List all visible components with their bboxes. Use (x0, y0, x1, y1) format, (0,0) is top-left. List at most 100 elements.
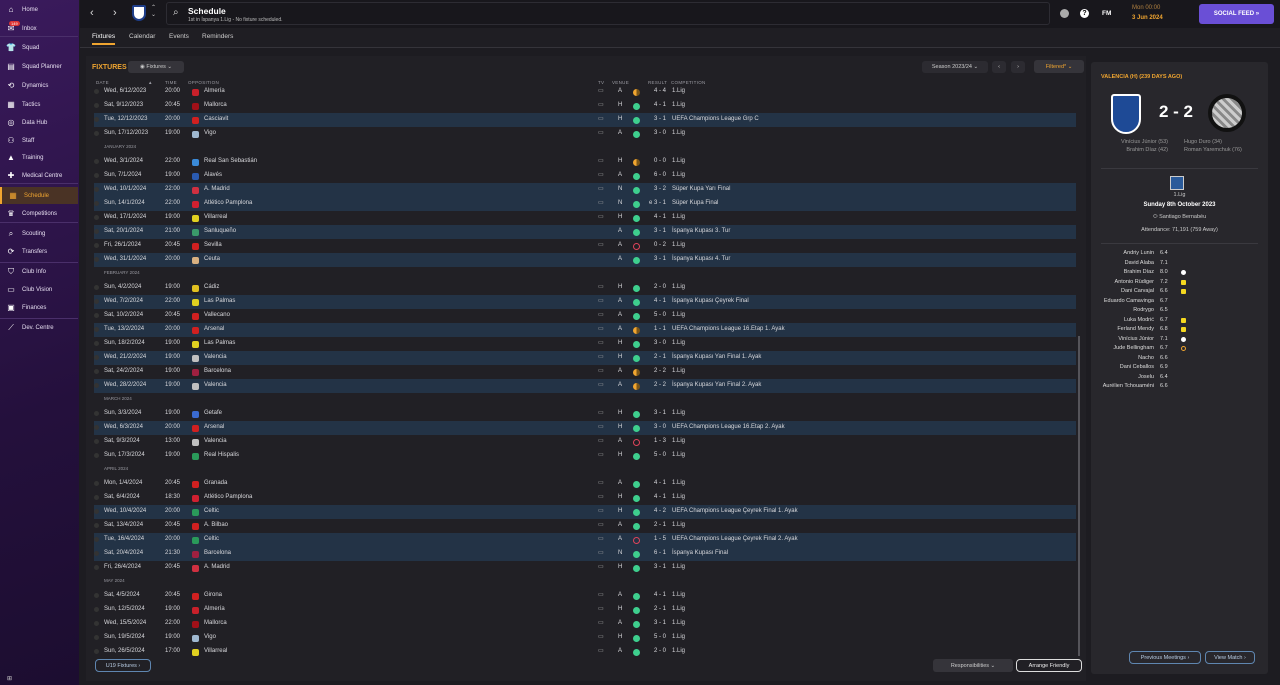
fixture-row[interactable]: Sun, 4/2/2024 19:00 Cádiz ▭ H 2 - 0 1.Li… (94, 281, 1076, 295)
fixture-row[interactable]: Sat, 20/4/2024 21:30 Barcelona ▭ N 6 - 1… (94, 547, 1076, 561)
opposition-name[interactable]: Celtic (204, 508, 220, 514)
select-radio[interactable] (94, 509, 99, 514)
fixture-row[interactable]: Wed, 21/2/2024 19:00 Valencia ▭ H 2 - 1 … (94, 351, 1076, 365)
result-score[interactable]: 3 - 0 (653, 424, 666, 430)
select-radio[interactable] (94, 173, 99, 178)
select-radio[interactable] (94, 621, 99, 626)
select-radio[interactable] (94, 635, 99, 640)
tab-fixtures[interactable]: Fixtures (92, 33, 116, 45)
opposition-name[interactable]: A. Bilbao (204, 522, 229, 528)
opposition-name[interactable]: Mallorca (204, 620, 227, 626)
player-rating-row[interactable]: Ferland Mendy 6.8 (1091, 326, 1268, 336)
opposition-name[interactable]: Celtic (204, 536, 220, 542)
result-score[interactable]: 4 - 4 (653, 88, 666, 94)
social-feed-button[interactable]: SOCIAL FEED » (1199, 4, 1274, 24)
club-crest-icon[interactable] (132, 5, 146, 21)
col-venue[interactable]: VENUE (612, 80, 630, 85)
tab-reminders[interactable]: Reminders (202, 33, 234, 40)
competition[interactable]: 1.Lig (672, 312, 686, 318)
opposition-name[interactable]: Valencia (204, 382, 227, 388)
fixture-row[interactable]: Sat, 9/3/2024 13:00 Valencia ▭ A 1 - 3 1… (94, 435, 1076, 449)
player-rating-row[interactable]: Dani Ceballos 6.9 (1091, 364, 1268, 374)
fixture-row[interactable]: Sun, 17/12/2023 19:00 Vigo ▭ A 3 - 0 1.L… (94, 127, 1076, 141)
competition[interactable]: İspanya Kupası Yarı Final 1. Ayak (672, 354, 762, 360)
fixture-row[interactable]: Wed, 6/3/2024 20:00 Arsenal ▭ H 3 - 0 UE… (94, 421, 1076, 435)
select-radio[interactable] (94, 649, 99, 654)
select-radio[interactable] (94, 551, 99, 556)
result-score[interactable]: 1 - 3 (653, 438, 666, 444)
result-score[interactable]: 3 - 1 (653, 116, 666, 122)
result-score[interactable]: 2 - 2 (653, 382, 666, 388)
fixture-row[interactable]: Wed, 28/2/2024 19:00 Valencia ▭ A 2 - 2 … (94, 379, 1076, 393)
result-score[interactable]: 4 - 1 (653, 298, 666, 304)
help-icon[interactable]: ? (1080, 9, 1089, 18)
competition[interactable]: İspanya Kupası Yarı Final 2. Ayak (672, 382, 762, 388)
col-time[interactable]: TIME (165, 80, 177, 85)
fixture-row[interactable]: Sun, 19/5/2024 19:00 Vigo ▭ H 5 - 0 1.Li… (94, 631, 1076, 645)
competition[interactable]: 1.Lig (672, 130, 686, 136)
result-score[interactable]: 2 - 0 (653, 284, 666, 290)
opposition-name[interactable]: Granada (204, 480, 228, 486)
opposition-name[interactable]: Villarreal (204, 214, 228, 220)
sidebar-item-schedule[interactable]: ▦ Schedule (0, 187, 78, 204)
opposition-name[interactable]: Las Palmas (204, 340, 236, 346)
competition[interactable]: 1.Lig (672, 88, 686, 94)
competition[interactable]: 1.Lig (672, 410, 686, 416)
fixture-row[interactable]: Wed, 3/1/2024 22:00 Real San Sebastián ▭… (94, 155, 1076, 169)
previous-meetings-button[interactable]: Previous Meetings › (1129, 651, 1201, 664)
select-radio[interactable] (94, 341, 99, 346)
sidebar-item-competitions[interactable]: ♛ Competitions (0, 205, 78, 222)
competition[interactable]: İspanya Kupası Çeyrek Final (672, 298, 749, 304)
player-rating-row[interactable]: Rodrygo 6.5 (1091, 307, 1268, 317)
season-dropdown[interactable]: Season 2023/24 ⌄ (922, 61, 988, 73)
fixture-row[interactable]: Sun, 3/3/2024 19:00 Getafe ▭ H 3 - 1 1.L… (94, 407, 1076, 421)
fixture-row[interactable]: Wed, 10/4/2024 20:00 Celtic ▭ H 4 - 2 UE… (94, 505, 1076, 519)
sidebar-item-club-vision[interactable]: ▭ Club Vision (0, 281, 78, 298)
competition[interactable]: UEFA Champions League Çeyrek Final 2. Ay… (672, 536, 798, 542)
result-score[interactable]: 3 - 1 (653, 410, 666, 416)
competition[interactable]: 1.Lig (672, 284, 686, 290)
fixture-row[interactable]: Sun, 26/5/2024 17:00 Villarreal ▭ A 2 - … (94, 645, 1076, 659)
competition[interactable]: 1.Lig (672, 634, 686, 640)
competition[interactable]: UEFA Champions League 16.Etap 2. Ayak (672, 424, 785, 430)
result-score[interactable]: 2 - 2 (653, 368, 666, 374)
opposition-name[interactable]: Barcelona (204, 550, 232, 556)
select-radio[interactable] (94, 425, 99, 430)
scrollbar[interactable] (1078, 336, 1080, 656)
fm-menu-button[interactable]: FM (1102, 10, 1112, 17)
opposition-name[interactable]: Villarreal (204, 648, 228, 654)
fixture-row[interactable]: Sat, 9/12/2023 20:45 Mallorca ▭ H 4 - 1 … (94, 99, 1076, 113)
select-radio[interactable] (94, 243, 99, 248)
opposition-name[interactable]: Barcelona (204, 368, 232, 374)
competition[interactable]: 1.Lig (672, 494, 686, 500)
result-score[interactable]: 4 - 1 (653, 494, 666, 500)
col-opposition[interactable]: OPPOSITION (188, 80, 220, 85)
result-score[interactable]: 2 - 1 (653, 522, 666, 528)
competition[interactable]: 1.Lig (672, 606, 686, 612)
fixture-row[interactable]: Sat, 20/1/2024 21:00 Sanluqueño A 3 - 1 … (94, 225, 1076, 239)
next-season-button[interactable]: › (1011, 61, 1025, 73)
select-radio[interactable] (94, 593, 99, 598)
player-rating-row[interactable]: David Alaba 7.1 (1091, 260, 1268, 270)
player-rating-row[interactable]: Antonio Rüdiger 7.2 (1091, 279, 1268, 289)
fixture-row[interactable]: Fri, 26/1/2024 20:45 Sevilla ▭ A 0 - 2 1… (94, 239, 1076, 253)
col-competition[interactable]: COMPETITION (671, 80, 706, 85)
fixture-row[interactable]: Tue, 16/4/2024 20:00 Celtic ▭ A 1 - 5 UE… (94, 533, 1076, 547)
result-score[interactable]: 5 - 0 (653, 634, 666, 640)
sidebar-item-tactics[interactable]: ▦ Tactics (0, 96, 78, 113)
select-radio[interactable] (94, 355, 99, 360)
player-rating-row[interactable]: Dani Carvajal 6.6 (1091, 288, 1268, 298)
opposition-name[interactable]: Ceuta (204, 256, 221, 262)
fixture-row[interactable]: Sat, 24/2/2024 19:00 Barcelona ▭ A 2 - 2… (94, 365, 1076, 379)
competition[interactable]: 1.Lig (672, 172, 686, 178)
competition[interactable]: 1.Lig (672, 242, 686, 248)
player-rating-row[interactable]: Joselu 6.4 (1091, 374, 1268, 384)
result-score[interactable]: 3 - 1 (653, 256, 666, 262)
prev-season-button[interactable]: ‹ (992, 61, 1006, 73)
forward-button[interactable]: › (113, 7, 117, 19)
fixture-row[interactable]: Mon, 1/4/2024 20:45 Granada ▭ A 4 - 1 1.… (94, 477, 1076, 491)
fixture-row[interactable]: Sat, 13/4/2024 20:45 A. Bilbao ▭ A 2 - 1… (94, 519, 1076, 533)
opposition-name[interactable]: Arsenal (204, 326, 225, 332)
competition[interactable]: Süper Kupa Final (672, 200, 719, 206)
opposition-name[interactable]: Vigo (204, 130, 216, 136)
